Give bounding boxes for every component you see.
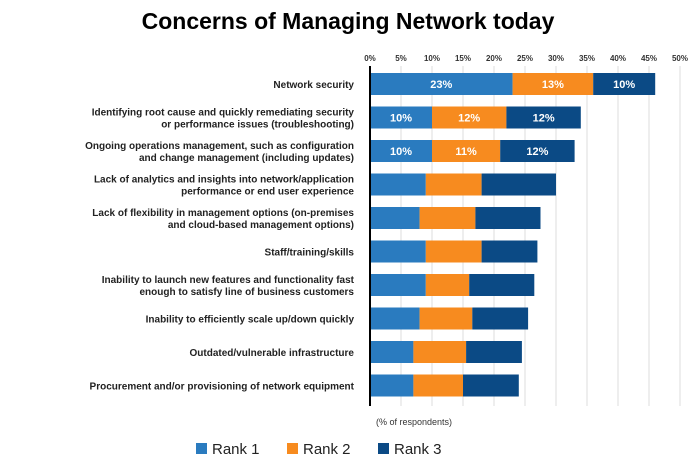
category-labels: Network security Identifying root cause a… <box>85 80 355 393</box>
x-tick-label: 15% <box>455 54 471 63</box>
category-label: Staff/training/skills <box>265 248 355 259</box>
x-tick-label: 30% <box>548 54 564 63</box>
category-label: Network security <box>273 80 354 91</box>
bar-segment <box>370 307 420 330</box>
data-label: 13% <box>542 79 564 91</box>
bar-segment <box>425 173 482 196</box>
category-label: or performance issues (troubleshooting) <box>161 120 354 131</box>
legend-swatch <box>378 443 389 454</box>
category-label: performance or end user experience <box>181 187 354 198</box>
bar-segment <box>472 307 529 330</box>
legend: Rank 1 Rank 2 Rank 3 <box>196 441 442 458</box>
bar-segment <box>419 207 476 229</box>
x-tick-label: 45% <box>641 54 657 63</box>
legend-swatch <box>196 443 207 454</box>
bar-segment <box>481 240 538 263</box>
data-label: 10% <box>390 146 412 158</box>
bar-segment <box>425 240 482 263</box>
x-axis-label: (% of respondents) <box>376 417 452 427</box>
data-label: 12% <box>533 113 555 125</box>
x-tick-label: 35% <box>579 54 595 63</box>
data-label: 12% <box>526 146 548 158</box>
category-label: Outdated/vulnerable infrastructure <box>190 348 355 359</box>
bar-segment <box>432 140 501 162</box>
legend-label: Rank 1 <box>212 441 260 458</box>
data-label: 10% <box>613 79 635 91</box>
bar-segment <box>500 140 575 162</box>
bar-segment <box>370 374 414 397</box>
bar-segment <box>593 73 656 95</box>
data-label: 23% <box>430 79 452 91</box>
bar-segment <box>512 73 594 95</box>
x-tick-label: 0% <box>364 54 376 63</box>
bar-segment <box>469 274 535 296</box>
chart-title: Concerns of Managing Network today <box>141 8 555 34</box>
data-label: 10% <box>390 113 412 125</box>
bar-segment <box>370 106 432 129</box>
bar-segment <box>481 173 556 196</box>
bar-segment <box>475 207 541 229</box>
category-label: Ongoing operations management, such as c… <box>85 141 354 152</box>
legend-swatch <box>287 443 298 454</box>
category-label: Procurement and/or provisioning of netwo… <box>90 382 355 393</box>
x-axis-ticks: 0% 5% 10% 15% 20% 25% 30% 35% 40% 45% 50% <box>364 54 688 63</box>
bar-segment <box>370 207 420 229</box>
bar-segment <box>463 374 519 397</box>
data-label: 12% <box>458 113 480 125</box>
bar-segment <box>425 274 470 296</box>
bar-segment <box>370 73 513 95</box>
bar-segment <box>370 173 426 196</box>
bar-segment <box>413 341 467 363</box>
bar-segment <box>370 140 432 162</box>
bar-segment <box>419 307 473 330</box>
data-label: 11% <box>455 146 477 158</box>
category-label: enough to satisfy line of business custo… <box>140 287 355 298</box>
bar-segment <box>506 106 581 129</box>
bar-segment <box>466 341 522 363</box>
x-tick-label: 10% <box>424 54 440 63</box>
bar-segment <box>432 106 507 129</box>
x-tick-label: 25% <box>517 54 533 63</box>
category-label: Lack of flexibility in management option… <box>92 208 354 219</box>
bar-segment <box>370 240 426 263</box>
bar-segment <box>413 374 463 397</box>
x-tick-label: 50% <box>672 54 688 63</box>
legend-label: Rank 3 <box>394 441 442 458</box>
category-label: Identifying root cause and quickly remed… <box>92 108 355 119</box>
legend-label: Rank 2 <box>303 441 351 458</box>
x-tick-label: 40% <box>610 54 626 63</box>
category-label: Inability to launch new features and fun… <box>102 275 355 286</box>
x-tick-label: 5% <box>395 54 407 63</box>
bars: 23% 13% 10% 10% 12% 12% 10% 11% 12% <box>370 73 656 397</box>
category-label: Inability to efficiently scale up/down q… <box>146 315 355 326</box>
bar-segment <box>370 274 426 296</box>
category-label: and cloud-based management options) <box>168 220 354 231</box>
bar-segment <box>370 341 414 363</box>
x-tick-label: 20% <box>486 54 502 63</box>
category-label: and change management (including updates… <box>139 153 354 164</box>
category-label: Lack of analytics and insights into netw… <box>94 175 354 186</box>
